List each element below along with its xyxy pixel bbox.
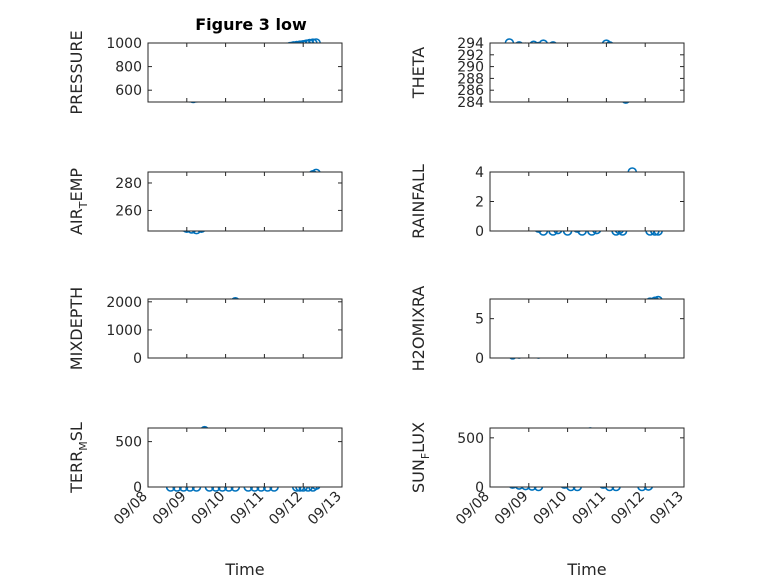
sun-flux-ytick-label: 500: [457, 431, 484, 447]
terr-msl-ytick-label: 0: [133, 480, 142, 496]
pressure-panel: 600 800 1000 PRESSURE: [67, 30, 343, 115]
rainfall-ylabel: RAINFALL: [409, 164, 428, 239]
rainfall-axes-box: [489, 171, 685, 232]
mixdepth-ytick-label: 1000: [106, 323, 142, 339]
rainfall-ytick-label: 4: [475, 165, 484, 181]
mixdepth-ytick-label: 2000: [106, 295, 142, 311]
terr-msl-ylabel: TERRMSL: [67, 422, 90, 494]
mixdepth-axes-box: [147, 298, 343, 359]
theta-ytick-label: 290: [457, 60, 484, 76]
air-temp-ylabel-rest: EMP: [67, 168, 86, 202]
terr-msl-xlabel: Time: [224, 560, 264, 579]
terr-msl-ylabel-rest: SL: [67, 422, 86, 441]
air-temp-ylabel: AIRTEMP: [67, 168, 90, 235]
pressure-ylabel: PRESSURE: [67, 30, 86, 114]
rainfall-ytick-label: 2: [475, 195, 484, 211]
theta-ylabel: THETA: [409, 47, 428, 99]
mixdepth-panel: 0 1000 2000 MIXDEPTH: [67, 287, 343, 370]
h2omixra-ytick-label: 0: [475, 351, 484, 367]
sun-flux-ylabel-sub: F: [419, 453, 432, 459]
rainfall-ytick-label: 0: [475, 224, 484, 240]
air-temp-panel: 260 280 AIRTEMP: [67, 168, 343, 235]
h2omixra-axes-box: [489, 298, 685, 359]
air-temp-axes-box: [147, 171, 343, 232]
theta-ytick-label: 286: [457, 83, 484, 99]
air-temp-ytick-label: 260: [115, 203, 142, 219]
air-temp-ytick-label: 280: [115, 176, 142, 192]
terr-msl-axes-box: [147, 427, 343, 488]
h2omixra-ylabel: H2OMIXRA: [409, 286, 428, 372]
rainfall-panel: 0 2 4 RAINFALL: [409, 164, 685, 240]
h2omixra-panel: 0 5 H2OMIXRA: [409, 286, 685, 372]
pressure-ytick-label: 600: [115, 83, 142, 99]
pressure-ytick-label: 1000: [106, 36, 142, 52]
pressure-ytick-label: 800: [115, 60, 142, 76]
theta-ytick-label: 288: [457, 71, 484, 87]
terr-msl-ytick-label: 500: [115, 435, 142, 451]
terr-msl-ylabel-sub: M: [77, 441, 90, 451]
theta-ytick-label: 284: [457, 95, 484, 111]
sun-flux-ylabel-part: SUN: [409, 459, 428, 493]
figure-title: Figure 3 low: [195, 15, 307, 34]
sun-flux-ytick-label: 0: [475, 480, 484, 496]
theta-axes-box: [489, 42, 685, 103]
mixdepth-ylabel: MIXDEPTH: [67, 287, 86, 370]
h2omixra-ytick-label: 5: [475, 312, 484, 328]
theta-ytick-label: 292: [457, 48, 484, 64]
theta-ytick-label: 294: [457, 36, 484, 52]
mixdepth-ytick-label: 0: [133, 351, 142, 367]
air-temp-ylabel-sub: T: [77, 201, 90, 209]
sun-flux-axes-box: [489, 427, 685, 488]
air-temp-ylabel-part: AIR: [67, 208, 86, 235]
sun-flux-ylabel-rest: LUX: [409, 422, 428, 453]
pressure-axes-box: [147, 42, 343, 103]
sun-flux-ylabel: SUNFLUX: [409, 422, 432, 493]
terr-msl-ylabel-part: TERR: [67, 451, 86, 494]
sun-flux-xlabel: Time: [566, 560, 606, 579]
